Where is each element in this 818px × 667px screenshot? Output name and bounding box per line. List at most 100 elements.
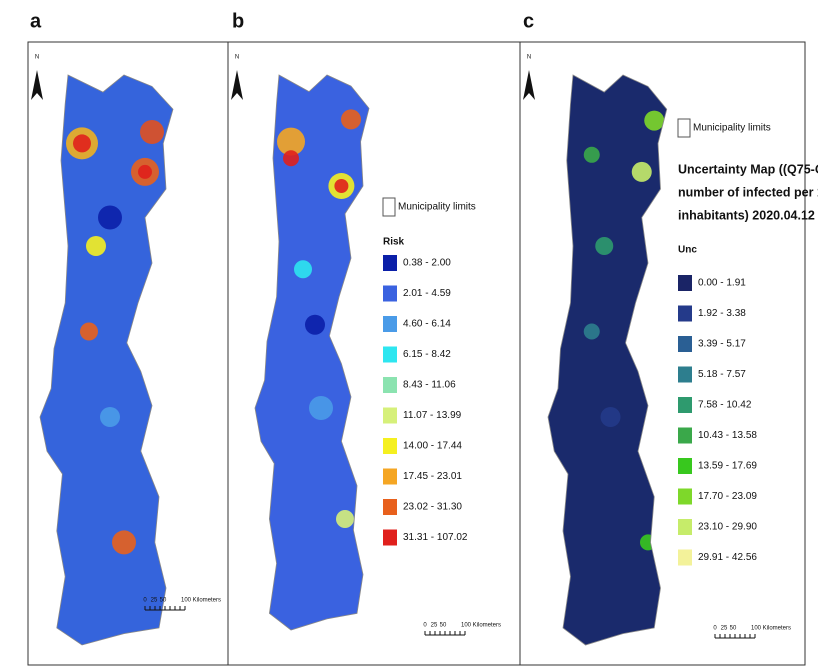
legend-swatch xyxy=(678,305,692,322)
map-hotspot xyxy=(100,407,120,427)
legend-swatch xyxy=(383,377,397,393)
legend-label: 6.15 - 8.42 xyxy=(403,349,451,360)
map-hotspot xyxy=(140,120,164,144)
legend-heading: Uncertainty Map ((Q75-Q25) xyxy=(678,162,818,176)
map-hotspot xyxy=(644,110,665,131)
map-hotspot xyxy=(73,134,91,153)
boundary-swatch xyxy=(677,118,691,138)
boundary-swatch xyxy=(382,197,396,217)
legend-label: 29.91 - 42.56 xyxy=(698,552,757,563)
map-hotspot xyxy=(583,146,600,163)
map-outline xyxy=(547,74,668,646)
legend-swatch xyxy=(678,427,692,444)
map-outline xyxy=(254,74,370,631)
map-hotspot xyxy=(80,322,98,341)
map-hotspot xyxy=(305,314,325,335)
legend-label: 0.00 - 1.91 xyxy=(698,278,746,289)
legend-swatch xyxy=(383,468,397,485)
legend-label: 11.07 - 13.99 xyxy=(403,410,462,421)
legend-swatch xyxy=(678,336,692,352)
legend-label: 17.45 - 23.01 xyxy=(403,471,462,482)
map-hotspot xyxy=(640,534,656,551)
map-hotspot xyxy=(98,205,122,230)
north-arrow xyxy=(231,70,243,100)
north-label: N xyxy=(35,55,39,61)
map-hotspot xyxy=(600,407,621,427)
map-hotspot xyxy=(138,164,152,179)
scale-label: 25 xyxy=(721,626,728,632)
legend-label: 23.02 - 31.30 xyxy=(403,502,462,513)
map-hotspot xyxy=(294,260,312,279)
scale-label: 50 xyxy=(730,626,737,632)
legend-title: Risk xyxy=(383,237,405,248)
legend-swatch xyxy=(383,255,397,271)
scale-label: 0 xyxy=(713,626,717,632)
legend-swatch xyxy=(383,407,397,424)
legend-label: 17.70 - 23.09 xyxy=(698,491,757,502)
map-hotspot xyxy=(595,237,614,255)
north-arrow xyxy=(523,70,535,100)
panel-label: c xyxy=(523,10,534,32)
scale-label: 100 Kilometers xyxy=(461,623,501,629)
scale-label: 100 Kilometers xyxy=(181,598,221,604)
legend-label: 5.18 - 7.57 xyxy=(698,369,746,380)
legend-swatch xyxy=(678,458,692,474)
legend-label: 3.39 - 5.17 xyxy=(698,339,746,350)
map-hotspot xyxy=(309,396,333,420)
legend-swatch xyxy=(383,499,397,515)
legend-label: 7.58 - 10.42 xyxy=(698,400,752,411)
legend-label: 10.43 - 13.58 xyxy=(698,430,757,441)
scale-label: 50 xyxy=(440,623,447,629)
scale-label: 0 xyxy=(423,623,427,629)
map-hotspot xyxy=(334,179,349,193)
legend-swatch xyxy=(383,316,397,332)
map-hotspot xyxy=(277,127,305,156)
scale-label: 50 xyxy=(160,598,167,604)
scale-label: 100 Kilometers xyxy=(751,626,791,632)
legend-swatch xyxy=(678,366,692,383)
legend-title: Unc xyxy=(678,245,697,256)
legend-label: 0.38 - 2.00 xyxy=(403,258,451,269)
panel-label: b xyxy=(232,10,244,32)
map-hotspot xyxy=(341,109,361,130)
map-hotspot xyxy=(631,161,652,182)
legend-label: 4.60 - 6.14 xyxy=(403,319,451,330)
panel-frame xyxy=(519,41,806,666)
scale-label: 0 xyxy=(143,598,147,604)
legend-swatch xyxy=(678,519,692,535)
map-hotspot xyxy=(112,530,136,555)
scale-bar xyxy=(144,606,186,611)
legend-swatch xyxy=(383,285,397,302)
legend-label: 31.31 - 107.02 xyxy=(403,532,468,543)
legend-label: 1.92 - 3.38 xyxy=(698,308,746,319)
north-label: N xyxy=(527,55,531,61)
legend-swatch xyxy=(678,549,692,566)
map-hotspot xyxy=(86,236,106,256)
legend-label: 13.59 - 17.69 xyxy=(698,461,757,472)
legend-heading: inhabitants) 2020.04.12 xyxy=(678,208,815,222)
panel-label: a xyxy=(30,10,42,32)
north-arrow xyxy=(31,70,43,100)
legend-swatch xyxy=(678,275,692,291)
map-hotspot xyxy=(283,150,299,167)
legend-swatch xyxy=(678,397,692,413)
scale-label: 25 xyxy=(431,623,438,629)
scale-bar xyxy=(424,631,466,636)
legend-label: 8.43 - 11.06 xyxy=(403,380,456,391)
scale-label: 25 xyxy=(151,598,158,604)
legend-heading: number of infected per 10000 xyxy=(678,185,818,199)
legend-swatch xyxy=(383,529,397,546)
legend-boundary: Municipality limits xyxy=(398,202,476,213)
map-hotspot xyxy=(583,323,600,340)
legend-swatch xyxy=(678,488,692,505)
legend-label: 23.10 - 29.90 xyxy=(698,522,757,533)
legend-label: 2.01 - 4.59 xyxy=(403,288,451,299)
map-outline xyxy=(39,74,174,646)
legend-boundary: Municipality limits xyxy=(693,123,771,134)
north-label: N xyxy=(235,55,239,61)
map-hotspot xyxy=(336,510,354,528)
legend-swatch xyxy=(383,438,397,454)
legend-label: 14.00 - 17.44 xyxy=(403,441,462,452)
legend-swatch xyxy=(383,346,397,363)
